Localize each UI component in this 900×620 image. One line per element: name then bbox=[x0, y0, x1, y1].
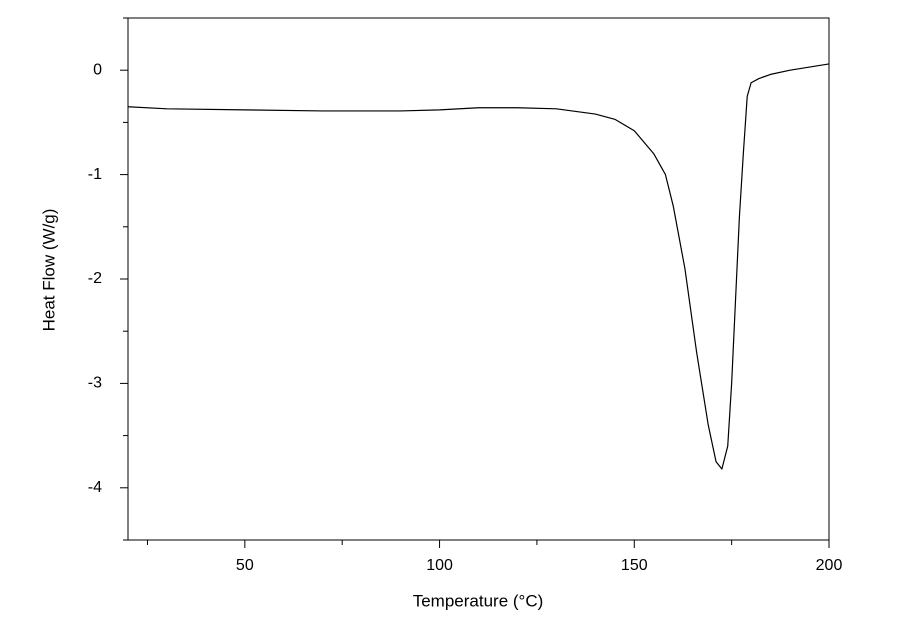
y-tick-label: -4 bbox=[88, 479, 102, 496]
y-tick-label: -3 bbox=[88, 375, 102, 392]
y-axis-label: Heat Flow (W/g) bbox=[39, 209, 58, 332]
y-tick-label: -1 bbox=[88, 166, 102, 183]
x-axis-label: Temperature (°C) bbox=[413, 591, 544, 610]
x-tick-label: 200 bbox=[816, 557, 843, 574]
x-tick-label: 150 bbox=[621, 557, 648, 574]
x-tick-label: 100 bbox=[426, 557, 453, 574]
data-line bbox=[127, 63, 830, 470]
x-tick-label: 50 bbox=[236, 557, 254, 574]
y-tick-label: 0 bbox=[93, 61, 102, 78]
y-tick-label: -2 bbox=[88, 270, 102, 287]
